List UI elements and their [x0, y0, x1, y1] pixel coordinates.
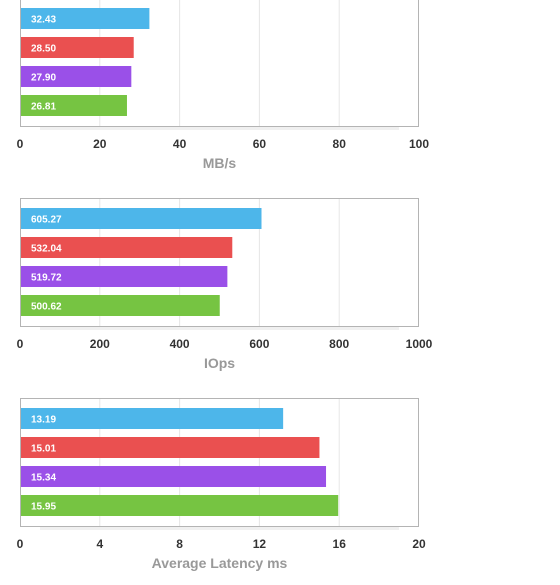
bar [21, 95, 127, 116]
x-axis-title: Average Latency ms [152, 555, 288, 571]
bar-value-label: 500.62 [31, 302, 62, 313]
bar [21, 37, 134, 58]
x-axis-title: MB/s [203, 155, 237, 171]
bar-value-label: 27.90 [31, 73, 56, 84]
x-tick-label: 4 [96, 537, 103, 551]
chart-3: 13.19 15.01 15.34 15.95 0 4 8 12 16 20 Average Lat… [17, 398, 426, 571]
bar [21, 237, 233, 258]
x-tick-label: 60 [253, 137, 267, 151]
x-tick-label: 20 [93, 137, 107, 151]
x-tick-label: 0 [17, 137, 24, 151]
chart-1: 32.43 28.50 27.90 26.81 0 20 40 60 80 100 MB/s [17, 0, 429, 171]
x-axis-title: IOps [204, 355, 235, 371]
bar-value-label: 15.95 [31, 502, 56, 513]
bar-value-label: 519.72 [31, 273, 62, 284]
bar-value-label: 28.50 [31, 44, 56, 55]
bar [21, 208, 262, 229]
x-tick-label: 1000 [406, 337, 433, 351]
plot-shadow [40, 527, 399, 530]
plot-shadow [40, 327, 399, 330]
x-tick-label: 600 [249, 337, 269, 351]
bar-value-label: 532.04 [31, 244, 62, 255]
bar [21, 495, 339, 516]
x-tick-label: 40 [173, 137, 187, 151]
x-tick-label: 12 [253, 537, 267, 551]
plot-frame [20, 398, 419, 527]
x-tick-label: 0 [17, 337, 24, 351]
bar [21, 266, 228, 287]
bar-value-label: 32.43 [31, 15, 56, 26]
bar [21, 295, 220, 316]
bar [21, 66, 132, 87]
bar [21, 437, 320, 458]
bar [21, 408, 284, 429]
bar [21, 466, 327, 487]
plot-frame [20, 0, 419, 127]
bar-value-label: 15.34 [31, 473, 56, 484]
x-tick-label: 16 [333, 537, 347, 551]
bar-value-label: 15.01 [31, 444, 56, 455]
plot-shadow [40, 127, 399, 130]
chart-2: 605.27 532.04 519.72 500.62 0 200 400 600 800 100… [17, 198, 433, 371]
bar [21, 8, 150, 29]
x-tick-label: 100 [409, 137, 429, 151]
bar-value-label: 605.27 [31, 215, 62, 226]
x-tick-label: 20 [412, 537, 426, 551]
x-tick-label: 8 [176, 537, 183, 551]
x-tick-label: 800 [329, 337, 349, 351]
bar-value-label: 13.19 [31, 415, 56, 426]
x-tick-label: 400 [170, 337, 190, 351]
plot-frame [20, 198, 419, 327]
x-tick-label: 200 [90, 337, 110, 351]
x-tick-label: 80 [333, 137, 347, 151]
bar-value-label: 26.81 [31, 102, 56, 113]
x-tick-label: 0 [17, 537, 24, 551]
